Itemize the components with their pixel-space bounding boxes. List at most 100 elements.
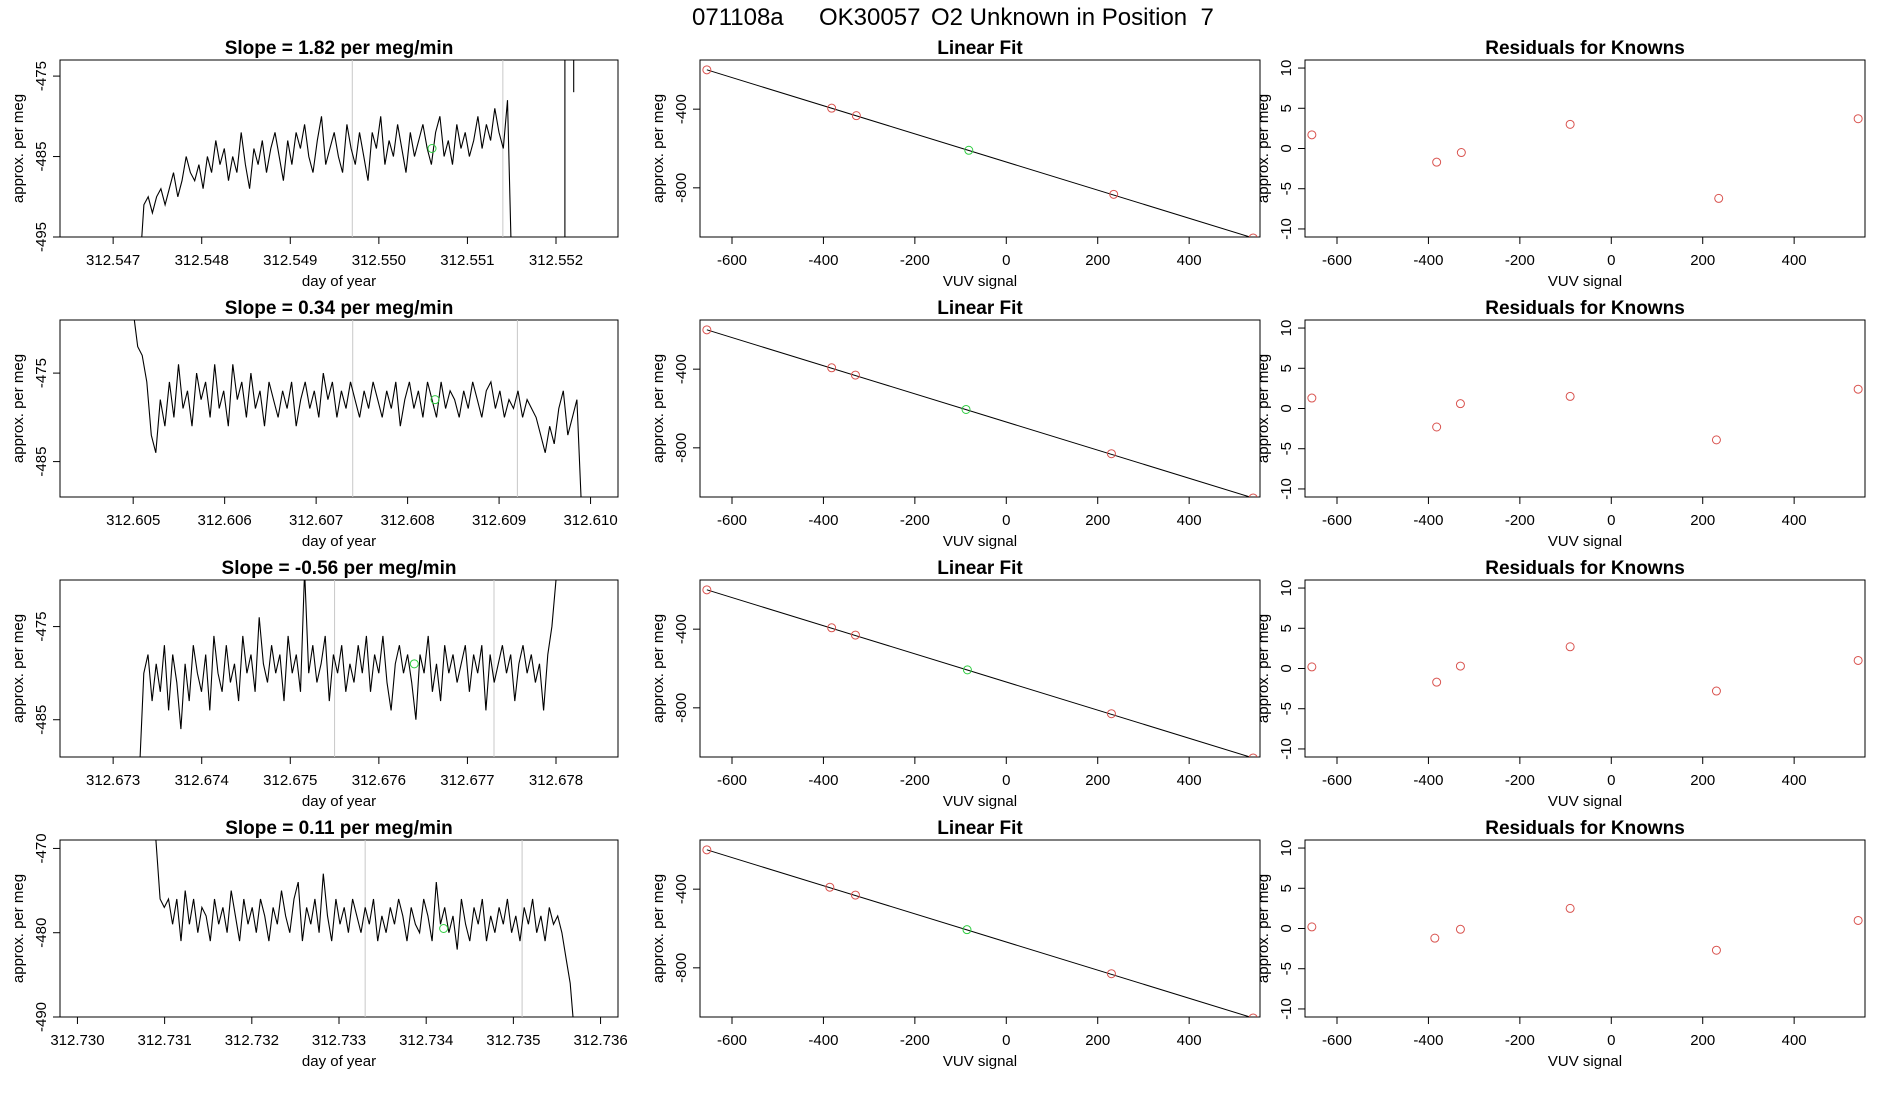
- x-tick-label: 200: [1085, 772, 1110, 789]
- panel-title: Slope = 0.11 per meg/min: [225, 818, 453, 839]
- sample-id-text: OK30057: [819, 4, 920, 31]
- residual-point: [1455, 924, 1465, 934]
- fit-line: [706, 849, 1252, 1017]
- residual-point: [1565, 391, 1575, 401]
- x-tick-label: 312.731: [138, 1032, 192, 1049]
- y-axis-label: approx. per meg: [1255, 874, 1272, 983]
- time-series-panel-row-4: Slope = 0.11 per meg/min day of year appro…: [10, 818, 628, 1070]
- y-tick-label: -475: [33, 358, 50, 388]
- run-id-text: 071108a: [692, 4, 784, 31]
- linear-fit-panel-row-3: Linear Fit VUV signal approx. per meg -600 -…: [650, 558, 1261, 810]
- y-tick-label: -800: [673, 433, 690, 463]
- y-tick-label: 5: [1278, 104, 1295, 112]
- y-axis-label: approx. per meg: [1255, 354, 1272, 463]
- linear-fit-panel-row-2: Linear Fit VUV signal approx. per meg -600 -…: [650, 298, 1261, 550]
- x-axis-label: day of year: [302, 1053, 376, 1070]
- time-series-panel-row-1: Slope = 1.82 per meg/min day of year appro…: [10, 38, 619, 290]
- x-tick-label: -400: [1413, 512, 1443, 529]
- y-tick-label: 0: [1278, 144, 1295, 152]
- x-tick-label: 312.736: [573, 1032, 627, 1049]
- plot-area: [1307, 114, 1863, 203]
- x-tick-label: -200: [1505, 1032, 1535, 1049]
- y-tick-label: -800: [673, 953, 690, 983]
- description-text: O2 Unknown in Position 7: [931, 4, 1214, 31]
- x-axis-label: VUV signal: [943, 533, 1017, 550]
- y-axis-label: approx. per meg: [10, 354, 27, 463]
- residual-point: [1711, 945, 1721, 955]
- x-tick-label: -200: [900, 1032, 930, 1049]
- y-tick-label: -5: [1278, 962, 1295, 975]
- y-tick-label: -800: [673, 693, 690, 723]
- y-axis-label: approx. per meg: [650, 94, 667, 203]
- x-axis-label: VUV signal: [943, 1053, 1017, 1070]
- x-tick-label: 400: [1177, 252, 1202, 269]
- plot-area: [1307, 903, 1863, 955]
- residual-point: [1711, 686, 1721, 696]
- known-point: [1248, 753, 1258, 757]
- residual-point: [1853, 655, 1863, 665]
- x-tick-label: 312.734: [399, 1032, 453, 1049]
- y-tick-label: -475: [33, 612, 50, 642]
- residual-point: [1307, 922, 1317, 932]
- y-tick-label: -485: [33, 142, 50, 172]
- y-tick-label: -10: [1278, 998, 1295, 1020]
- y-tick-label: -480: [33, 918, 50, 948]
- fit-line: [706, 589, 1252, 757]
- known-point: [1106, 969, 1116, 979]
- x-tick-label: 0: [1002, 252, 1010, 269]
- x-tick-label: 312.609: [472, 512, 526, 529]
- x-tick-label: -600: [717, 512, 747, 529]
- y-tick-label: 5: [1278, 884, 1295, 892]
- x-tick-label: 0: [1607, 1032, 1615, 1049]
- known-point: [850, 630, 860, 640]
- x-tick-label: 200: [1690, 1032, 1715, 1049]
- x-tick-label: -400: [808, 1032, 838, 1049]
- unknown-point: [430, 395, 440, 405]
- x-tick-label: -600: [1322, 772, 1352, 789]
- known-point: [851, 111, 861, 121]
- x-tick-label: -600: [717, 1032, 747, 1049]
- panel-title: Linear Fit: [937, 818, 1023, 839]
- x-tick-label: 312.735: [486, 1032, 540, 1049]
- known-point: [1106, 709, 1116, 719]
- x-tick-label: 312.606: [198, 512, 252, 529]
- known-point: [702, 65, 712, 75]
- known-point: [825, 882, 835, 892]
- x-tick-label: 312.678: [529, 772, 583, 789]
- x-axis-label: VUV signal: [1548, 793, 1622, 810]
- plot-area: [133, 320, 582, 497]
- y-tick-label: 10: [1278, 60, 1295, 77]
- x-tick-label: 312.605: [106, 512, 160, 529]
- panel-title: Slope = 0.34 per meg/min: [225, 298, 454, 319]
- x-tick-label: -200: [900, 512, 930, 529]
- known-point: [1109, 189, 1119, 199]
- x-tick-label: -400: [808, 252, 838, 269]
- y-tick-label: -400: [673, 614, 690, 644]
- known-point: [850, 370, 860, 380]
- plot-frame: [1304, 579, 1866, 758]
- known-point: [1106, 449, 1116, 459]
- x-tick-label: 312.732: [225, 1032, 279, 1049]
- known-point: [702, 845, 712, 855]
- x-tick-label: 312.608: [380, 512, 434, 529]
- x-tick-label: 312.610: [563, 512, 617, 529]
- figure-super-title: 071108a OK30057 O2 Unknown in Position 7: [692, 4, 1214, 31]
- y-tick-label: -400: [673, 354, 690, 384]
- y-tick-label: -490: [33, 1002, 50, 1032]
- panel-title: Residuals for Knowns: [1485, 38, 1685, 59]
- x-axis-label: VUV signal: [1548, 533, 1622, 550]
- x-axis-label: day of year: [302, 793, 376, 810]
- panel-title: Linear Fit: [937, 298, 1023, 319]
- known-point: [1248, 493, 1258, 497]
- x-axis-label: VUV signal: [943, 793, 1017, 810]
- residuals-panel-row-2: Residuals for Knowns VUV signal approx. pe…: [1255, 298, 1866, 550]
- x-tick-label: -400: [808, 772, 838, 789]
- x-tick-label: -400: [1413, 772, 1443, 789]
- x-tick-label: -200: [1505, 512, 1535, 529]
- residual-point: [1307, 130, 1317, 140]
- plot-frame: [699, 839, 1261, 1018]
- x-axis-label: VUV signal: [1548, 273, 1622, 290]
- plot-frame: [1304, 319, 1866, 498]
- unknown-point: [427, 144, 437, 153]
